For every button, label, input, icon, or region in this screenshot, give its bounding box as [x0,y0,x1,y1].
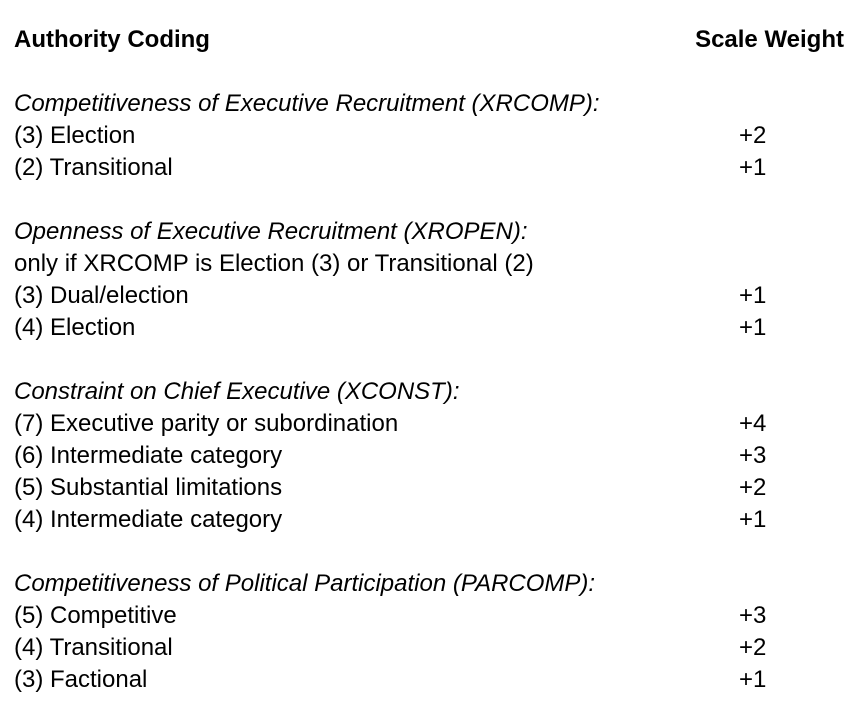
authority-coding-heading: Authority Coding [14,26,210,53]
coding-label: (3) Factional [14,666,148,693]
coding-row: (4) Election +1 [14,312,794,344]
scale-weight: +1 [739,506,767,533]
coding-label: (5) Competitive [14,602,177,629]
coding-row: (3) Dual/election +1 [14,280,794,312]
scale-weight: +1 [739,314,767,341]
coding-row: (7) Executive parity or subordination +4 [14,408,794,440]
section-xrcomp: Competitiveness of Executive Recruitment… [14,88,794,184]
coding-row: (5) Competitive +3 [14,600,794,632]
coding-label: (5) Substantial limitations [14,474,283,501]
coding-table: Competitiveness of Executive Recruitment… [14,88,794,696]
coding-row: (4) Transitional +2 [14,632,794,664]
coding-row: (6) Intermediate category +3 [14,440,794,472]
scale-weight: +2 [739,122,767,149]
coding-label: (4) Election [14,314,136,341]
coding-label: (7) Executive parity or subordination [14,410,399,437]
table-header: Authority Coding Scale Weight [14,24,844,56]
section-title: Openness of Executive Recruitment (XROPE… [14,218,528,245]
coding-row: (2) Transitional +1 [14,152,794,184]
coding-row: (3) Election +2 [14,120,794,152]
scale-weight: +1 [739,154,767,181]
scale-weight: +3 [739,602,767,629]
coding-label: (3) Election [14,122,136,149]
scale-weight: +1 [739,282,767,309]
coding-row: (3) Factional +1 [14,664,794,696]
coding-row: (4) Intermediate category +1 [14,504,794,536]
scale-weight: +3 [739,442,767,469]
coding-label: (4) Intermediate category [14,506,283,533]
section-title: Constraint on Chief Executive (XCONST): [14,378,460,405]
section-parcomp: Competitiveness of Political Participati… [14,568,794,696]
section-note: only if XRCOMP is Election (3) or Transi… [14,250,534,277]
scale-weight: +2 [739,474,767,501]
scale-weight-heading: Scale Weight [695,26,844,53]
section-title: Competitiveness of Executive Recruitment… [14,90,600,117]
coding-label: (2) Transitional [14,154,173,181]
coding-row: (5) Substantial limitations +2 [14,472,794,504]
scale-weight: +4 [739,410,767,437]
coding-label: (4) Transitional [14,634,173,661]
scale-weight: +1 [739,666,767,693]
section-xropen: Openness of Executive Recruitment (XROPE… [14,216,794,344]
section-title: Competitiveness of Political Participati… [14,570,596,597]
section-xconst: Constraint on Chief Executive (XCONST): … [14,376,794,536]
coding-label: (3) Dual/election [14,282,189,309]
scale-weight: +2 [739,634,767,661]
coding-label: (6) Intermediate category [14,442,283,469]
